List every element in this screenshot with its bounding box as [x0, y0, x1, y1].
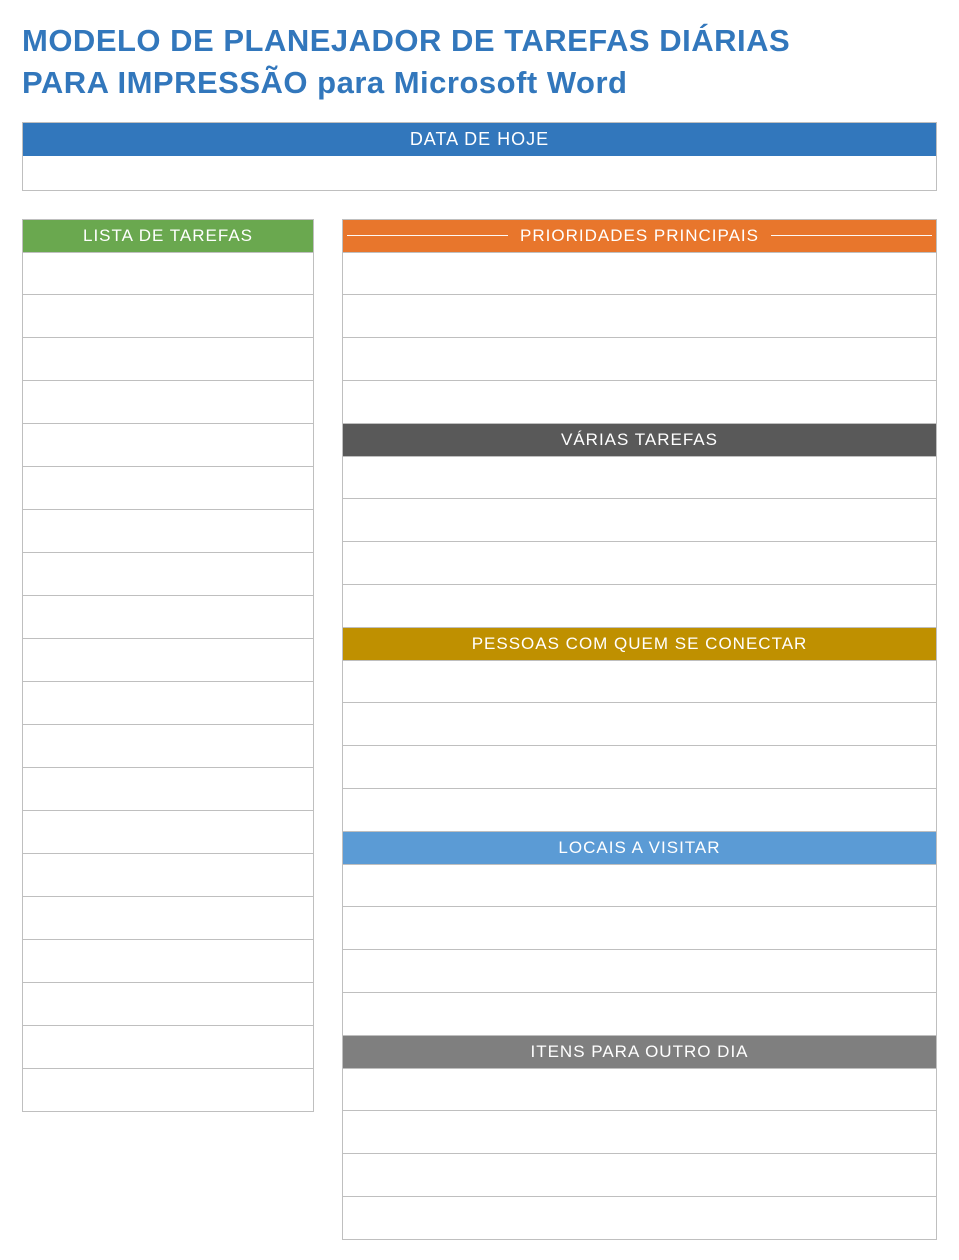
task-row[interactable] [23, 725, 313, 768]
right-section: ITENS PARA OUTRO DIA [342, 1036, 937, 1240]
task-row[interactable] [23, 768, 313, 811]
task-row[interactable] [23, 1069, 313, 1112]
section-header-label: PESSOAS COM QUEM SE CONECTAR [472, 634, 808, 654]
page-title: MODELO DE PLANEJADOR DE TAREFAS DIÁRIAS … [22, 20, 937, 104]
columns: LISTA DE TAREFAS PRIORIDADES PRINCIPAIS V… [22, 219, 937, 1240]
date-input-row[interactable] [23, 156, 936, 190]
input-row[interactable] [343, 1197, 936, 1240]
input-row[interactable] [343, 660, 936, 703]
task-row[interactable] [23, 897, 313, 940]
task-row[interactable] [23, 338, 313, 381]
section-rows [342, 1068, 937, 1240]
task-row[interactable] [23, 854, 313, 897]
left-column: LISTA DE TAREFAS [22, 219, 314, 1240]
input-row[interactable] [343, 864, 936, 907]
page-title-line2: PARA IMPRESSÃO para Microsoft Word [22, 62, 937, 104]
input-row[interactable] [343, 1111, 936, 1154]
input-row[interactable] [343, 456, 936, 499]
right-section: PESSOAS COM QUEM SE CONECTAR [342, 628, 937, 832]
input-row[interactable] [343, 585, 936, 628]
decor-rule-right [771, 235, 932, 236]
task-row[interactable] [23, 639, 313, 682]
section-header: LOCAIS A VISITAR [342, 832, 937, 864]
section-rows [342, 864, 937, 1036]
input-row[interactable] [343, 703, 936, 746]
task-row[interactable] [23, 553, 313, 596]
task-row[interactable] [23, 940, 313, 983]
input-row[interactable] [343, 789, 936, 832]
task-row[interactable] [23, 381, 313, 424]
section-header: PRIORIDADES PRINCIPAIS [342, 219, 937, 252]
task-row[interactable] [23, 596, 313, 639]
right-section: VÁRIAS TAREFAS [342, 424, 937, 628]
input-row[interactable] [343, 499, 936, 542]
input-row[interactable] [343, 295, 936, 338]
date-header: DATA DE HOJE [23, 123, 936, 156]
task-list-rows [22, 252, 314, 1112]
right-section: LOCAIS A VISITAR [342, 832, 937, 1036]
input-row[interactable] [343, 338, 936, 381]
section-header: ITENS PARA OUTRO DIA [342, 1036, 937, 1068]
section-header-label: ITENS PARA OUTRO DIA [530, 1042, 748, 1062]
task-row[interactable] [23, 252, 313, 295]
task-row[interactable] [23, 424, 313, 467]
right-section: PRIORIDADES PRINCIPAIS [342, 219, 937, 424]
input-row[interactable] [343, 746, 936, 789]
input-row[interactable] [343, 252, 936, 295]
section-header: VÁRIAS TAREFAS [342, 424, 937, 456]
section-header-label: VÁRIAS TAREFAS [561, 430, 718, 450]
section-header: PESSOAS COM QUEM SE CONECTAR [342, 628, 937, 660]
task-list-header: LISTA DE TAREFAS [22, 219, 314, 252]
right-column: PRIORIDADES PRINCIPAIS VÁRIAS TAREFAS PESS… [342, 219, 937, 1240]
section-rows [342, 660, 937, 832]
task-row[interactable] [23, 510, 313, 553]
input-row[interactable] [343, 950, 936, 993]
task-row[interactable] [23, 295, 313, 338]
date-section: DATA DE HOJE [22, 122, 937, 191]
input-row[interactable] [343, 1154, 936, 1197]
section-header-label: LOCAIS A VISITAR [558, 838, 720, 858]
task-row[interactable] [23, 1026, 313, 1069]
task-row[interactable] [23, 983, 313, 1026]
section-rows [342, 252, 937, 424]
input-row[interactable] [343, 993, 936, 1036]
input-row[interactable] [343, 907, 936, 950]
input-row[interactable] [343, 1068, 936, 1111]
page-title-line1: MODELO DE PLANEJADOR DE TAREFAS DIÁRIAS [22, 23, 790, 58]
task-row[interactable] [23, 467, 313, 510]
input-row[interactable] [343, 542, 936, 585]
task-row[interactable] [23, 682, 313, 725]
section-rows [342, 456, 937, 628]
section-header-label: PRIORIDADES PRINCIPAIS [520, 226, 759, 246]
task-list-header-label: LISTA DE TAREFAS [83, 226, 253, 246]
input-row[interactable] [343, 381, 936, 424]
task-list-section: LISTA DE TAREFAS [22, 219, 314, 1112]
decor-rule-left [347, 235, 508, 236]
task-row[interactable] [23, 811, 313, 854]
